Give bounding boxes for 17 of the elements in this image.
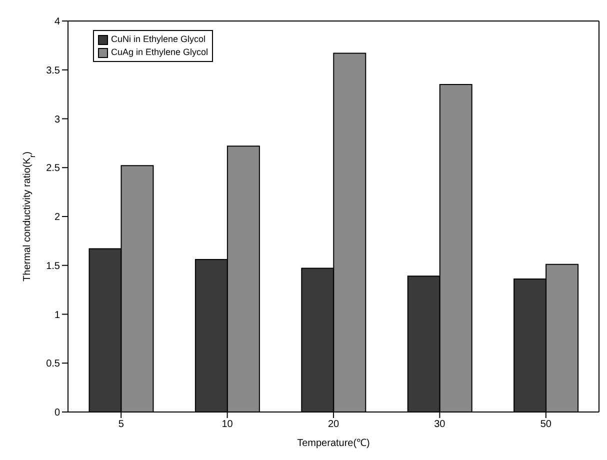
x-tick-label: 30 [434,419,446,430]
y-tick-label: 1.5 [46,260,60,272]
x-tick-label: 10 [222,419,234,430]
x-tick-label: 20 [328,419,340,430]
y-tick-label: 2.5 [46,163,60,174]
y-tick-label: 0 [54,408,60,419]
y-tick-label: 4 [54,16,60,28]
legend-label: CuNi in Ethylene Glycol [111,33,206,46]
y-tick-label: 0.5 [46,358,60,370]
y-tick-label: 2 [54,212,60,224]
y-tick-label: 1 [54,310,60,321]
legend-label: CuAg in Ethylene Glycol [111,46,208,59]
x-axis-title: Temperature(℃) [297,438,370,449]
x-tick-label: 5 [118,419,124,430]
x-tick-label: 50 [540,419,552,430]
y-tick-label: 3 [54,114,60,126]
y-tick-label: 3.5 [46,65,60,76]
